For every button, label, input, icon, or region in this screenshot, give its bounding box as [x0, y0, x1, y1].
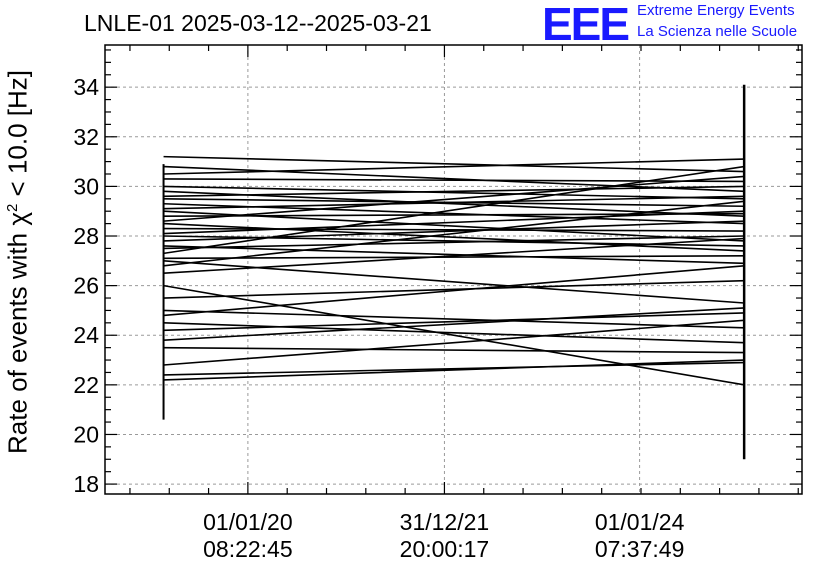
y-tick-label-4: 26 — [73, 273, 99, 299]
logo-line-1: Extreme Energy Events — [637, 2, 795, 19]
series-line-6 — [163, 185, 745, 198]
y-tick-label-6: 30 — [73, 173, 99, 199]
series-line-34 — [163, 361, 745, 376]
series-line-2 — [163, 158, 745, 175]
series-line-18 — [163, 245, 745, 265]
y-axis-label: Rate of events with χ2 < 10.0 [Hz] — [3, 70, 34, 454]
series-line-20 — [163, 165, 745, 255]
series-line-26 — [163, 279, 745, 299]
series-line-21 — [163, 255, 745, 260]
series-line-4 — [163, 185, 745, 200]
series-line-32 — [163, 346, 745, 354]
series-line-24 — [163, 237, 745, 275]
series-line-15 — [163, 210, 745, 235]
eee-logo: EEE — [542, 0, 630, 50]
series-line-14 — [163, 227, 745, 232]
y-tick-label-3: 24 — [73, 322, 99, 348]
series-line-1 — [163, 165, 745, 193]
y-tick-label-1: 20 — [73, 421, 99, 447]
series-line-12 — [163, 175, 745, 222]
y-axis-label-prefix: Rate of events with — [2, 225, 33, 455]
x-tick-label-date-1: 31/12/21 — [400, 509, 490, 535]
series-line-17 — [163, 220, 745, 242]
x-tick-label-time-0: 08:22:45 — [203, 536, 293, 562]
series-lines — [162, 84, 746, 460]
series-line-35 — [163, 359, 745, 381]
y-tick-label-2: 22 — [73, 372, 99, 398]
series-line-23 — [163, 200, 745, 267]
y-tick-label-5: 28 — [73, 223, 99, 249]
series-line-27 — [163, 309, 745, 329]
y-tick-label-8: 34 — [73, 74, 99, 100]
y-tick-label-7: 32 — [73, 124, 99, 150]
series-line-0 — [163, 155, 745, 173]
series-line-29 — [163, 322, 745, 344]
plot-border — [104, 44, 803, 495]
y-tick-label-0: 18 — [73, 471, 99, 497]
series-line-25 — [163, 284, 745, 386]
y-axis-label-suffix: < 10.0 [Hz] — [2, 69, 33, 204]
series-line-19 — [163, 235, 745, 250]
x-tick-label-time-2: 07:37:49 — [595, 536, 685, 562]
y-axis-label-sup: 2 — [3, 203, 21, 213]
x-tick-label-date-0: 01/01/20 — [203, 509, 293, 535]
series-line-9 — [163, 195, 745, 210]
x-tick-label-date-2: 01/01/24 — [595, 509, 685, 535]
logo-line-2: La Scienza nelle Scuole — [637, 23, 798, 40]
series-line-31 — [163, 307, 745, 341]
series-line-33 — [163, 319, 745, 366]
chart-title: LNLE-01 2025-03-12--2025-03-21 — [84, 10, 432, 36]
x-tick-label-time-1: 20:00:17 — [400, 536, 490, 562]
y-axis-label-chi: χ — [2, 212, 33, 226]
y-axis-ticks: 18 20 22 24 26 28 30 32 34 — [73, 49, 802, 497]
series-line-30 — [163, 312, 745, 332]
series-line-11 — [163, 212, 745, 217]
plot-frame — [104, 44, 803, 495]
series-line-28 — [163, 264, 745, 317]
series-line-13 — [163, 222, 745, 252]
series-line-22 — [163, 260, 745, 304]
